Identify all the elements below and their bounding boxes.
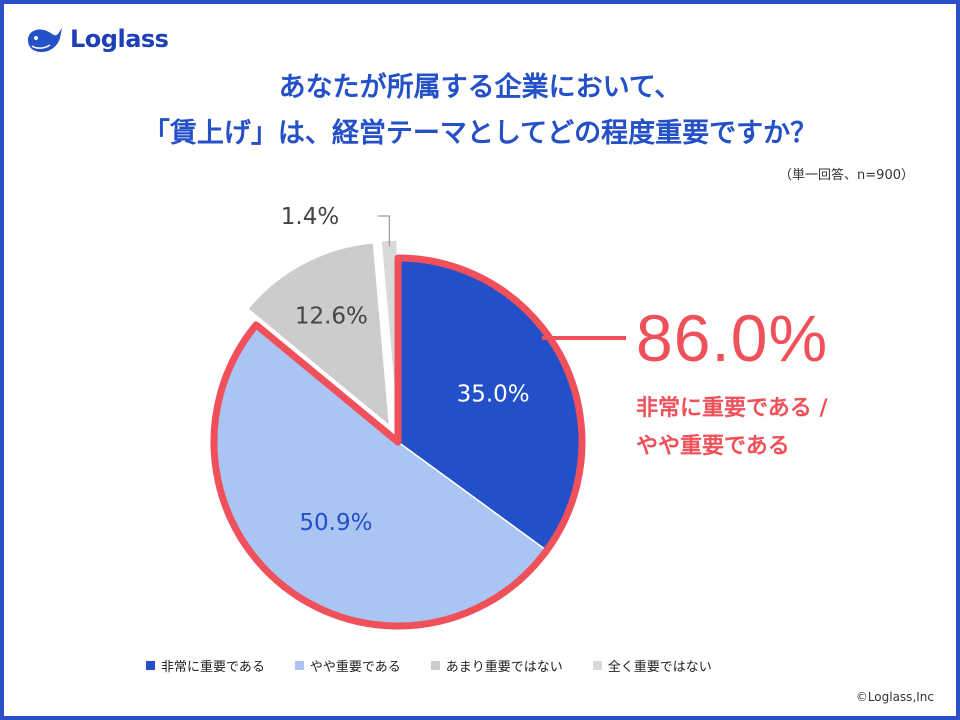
pie-slice-3: [246, 241, 391, 428]
whale-logo-icon: [28, 28, 62, 52]
brand-name: Loglass: [70, 25, 169, 53]
sample-note: （単一回答、n=900）: [779, 168, 914, 183]
callout-label-line2: やや重要である: [636, 434, 790, 459]
legend-item-4: 全く重要ではない: [592, 656, 712, 675]
chart-title-line1: あなたが所属する企業において、: [278, 72, 682, 103]
legend-swatch-4: [592, 661, 602, 670]
slice-label-4: 1.4%: [281, 204, 339, 230]
legend-item-3: あまり重要ではない: [430, 656, 563, 675]
slice-label-3: 12.6%: [295, 303, 368, 329]
legend: 非常に重要である やや重要である あまり重要ではない 全く重要ではない: [146, 656, 742, 675]
page-frame: Loglass あなたが所属する企業において、 「賃上げ」は、経営テーマとしてど…: [4, 4, 956, 716]
copyright: ©Loglass,Inc: [855, 690, 934, 704]
pie-labels: 35.0% 50.9% 12.6% 1.4%: [281, 204, 530, 536]
legend-item-2: やや重要である: [294, 656, 401, 675]
callout-value: 86.0%: [636, 301, 829, 375]
slice-label-2: 50.9%: [299, 510, 372, 536]
legend-label-3: あまり重要ではない: [445, 660, 563, 675]
highlight-border: [210, 254, 586, 630]
chart-title-line2: 「賃上げ」は、経営テーマとしてどの程度重要ですか？: [142, 118, 818, 149]
legend-label-4: 全く重要ではない: [607, 660, 712, 675]
legend-swatch-2: [294, 661, 304, 670]
legend-label-1: 非常に重要である: [161, 660, 265, 675]
pie-chart: 35.0% 50.9% 12.6% 1.4%: [210, 204, 626, 630]
legend-swatch-1: [146, 661, 155, 670]
legend-swatch-3: [430, 661, 440, 670]
legend-item-1: 非常に重要である: [146, 656, 265, 675]
callout-label-line1: 非常に重要である /: [636, 396, 828, 421]
logo: Loglass: [24, 24, 169, 54]
leader-line-slice-4: [378, 215, 390, 247]
legend-label-2: やや重要である: [309, 660, 401, 675]
pie-slices: [213, 239, 583, 627]
slice-label-1: 35.0%: [457, 382, 530, 408]
